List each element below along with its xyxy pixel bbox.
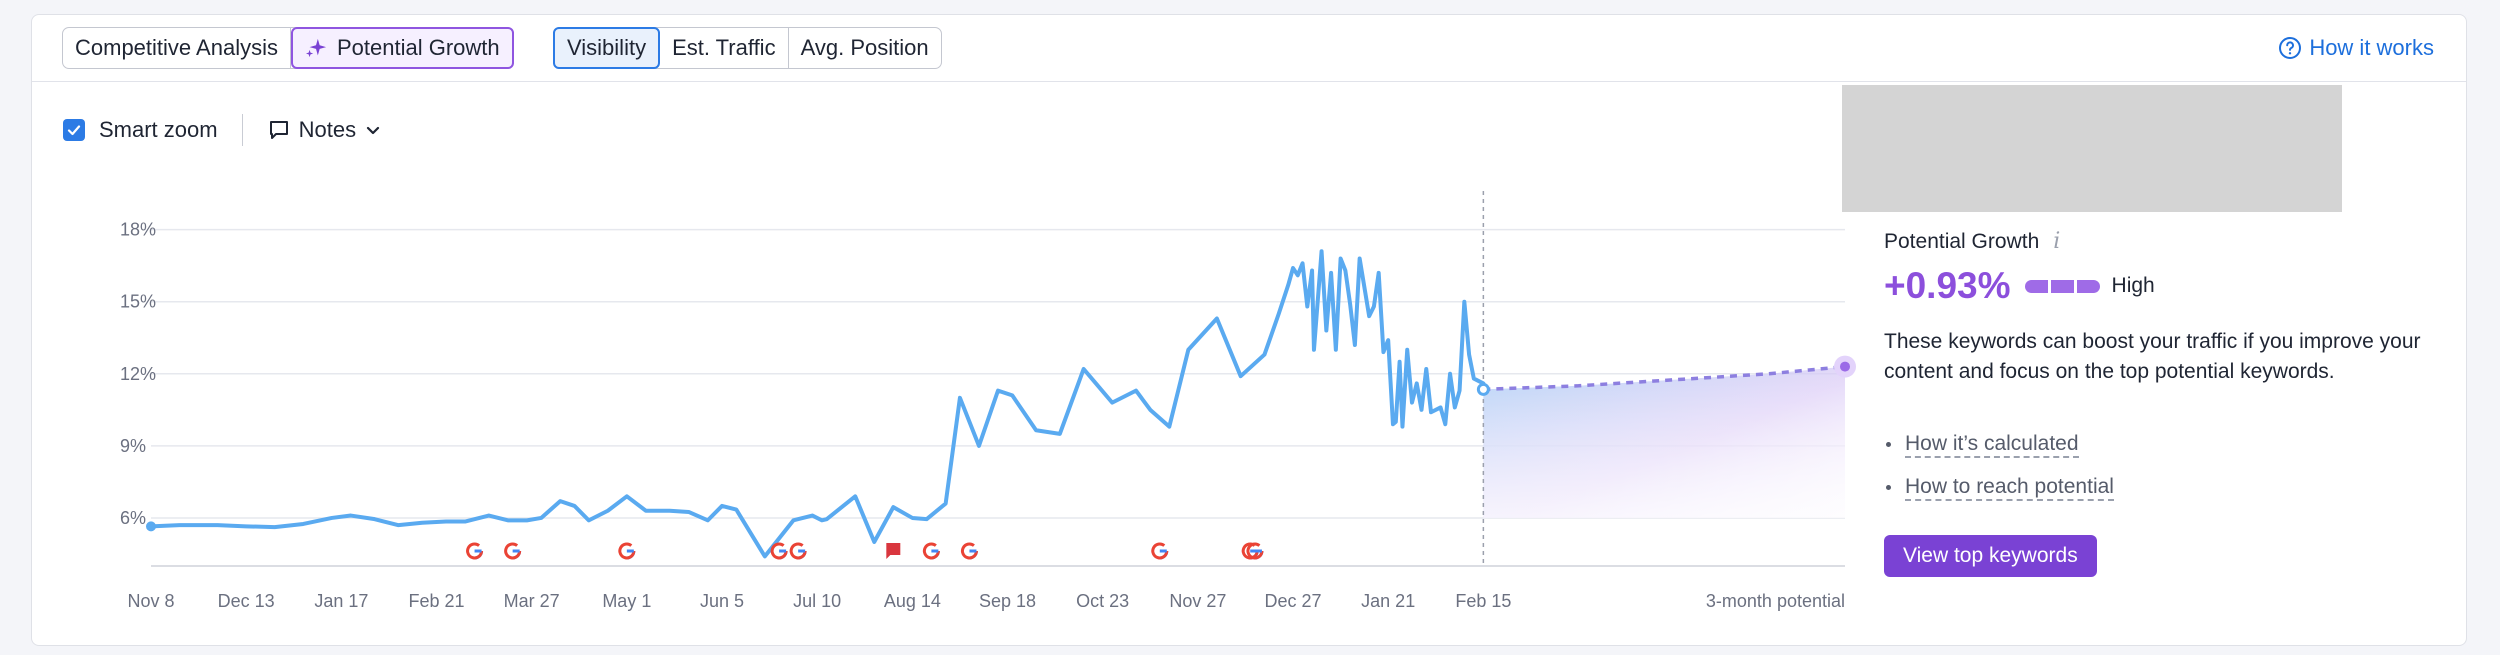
x-tick-label: May 1 bbox=[602, 591, 651, 611]
help-links: How it’s calculated How to reach potenti… bbox=[1884, 423, 2114, 509]
google-update-icon-arc bbox=[504, 542, 522, 560]
tab-est-traffic[interactable]: Est. Traffic bbox=[660, 28, 789, 68]
potential-growth-value-row: +0.93% High bbox=[1884, 265, 2155, 307]
potential-growth-title-row: Potential Growth i bbox=[1884, 229, 2060, 254]
tab-label: Visibility bbox=[567, 35, 647, 60]
google-update-icon-arc bbox=[961, 542, 978, 560]
x-tick-label: Dec 13 bbox=[218, 591, 275, 611]
info-icon[interactable]: i bbox=[2053, 229, 2061, 254]
x-tick-label: Nov 27 bbox=[1169, 591, 1226, 611]
notes-label: Notes bbox=[298, 117, 357, 142]
chevron-down-icon bbox=[366, 126, 380, 135]
google-update-icon-arc bbox=[466, 542, 484, 560]
image-placeholder bbox=[1842, 85, 2342, 212]
x-tick-label: Nov 8 bbox=[127, 591, 174, 611]
google-update-icon-arc bbox=[618, 542, 636, 560]
google-update-icon-arc bbox=[1151, 542, 1169, 560]
check-icon bbox=[67, 125, 81, 136]
series-start-point bbox=[146, 521, 156, 532]
tab-label: Competitive Analysis bbox=[75, 35, 278, 60]
google-update-icon-arc bbox=[1246, 542, 1264, 560]
google-update-icon-arc bbox=[922, 542, 940, 560]
how-calculated-link[interactable]: How it’s calculated bbox=[1884, 423, 2114, 466]
smart-zoom-label: Smart zoom bbox=[99, 117, 218, 142]
potential-area-fade bbox=[1483, 366, 1845, 518]
visibility-line bbox=[149, 249, 1486, 559]
view-switcher: Competitive Analysis Potential Growth bbox=[62, 27, 514, 69]
x-tick-label: Jun 5 bbox=[700, 591, 744, 611]
chart-controls: Smart zoom Notes bbox=[63, 113, 382, 147]
sparkle-icon bbox=[305, 38, 327, 58]
growth-level-label: High bbox=[2111, 274, 2155, 297]
bullet bbox=[1886, 442, 1891, 447]
x-tick-label: Sep 18 bbox=[979, 591, 1036, 611]
potential-growth-value: +0.93% bbox=[1884, 265, 2011, 306]
potential-growth-title: Potential Growth bbox=[1884, 229, 2040, 253]
y-tick-label: 18% bbox=[120, 220, 156, 240]
tab-competitive-analysis[interactable]: Competitive Analysis bbox=[63, 28, 291, 68]
how-to-reach-link[interactable]: How to reach potential bbox=[1884, 466, 2114, 509]
smart-zoom-checkbox[interactable] bbox=[63, 119, 85, 141]
potential-growth-card: Competitive Analysis Potential Growth Vi… bbox=[31, 14, 2467, 646]
link-label: How to reach potential bbox=[1905, 475, 2114, 501]
x-tick-label: Dec 27 bbox=[1264, 591, 1321, 611]
x-tick-label: Aug 14 bbox=[884, 591, 941, 611]
comment-icon bbox=[269, 121, 288, 139]
annotation-flag-icon bbox=[886, 543, 901, 559]
series-end-point bbox=[1476, 382, 1490, 396]
x-tick-label: Feb 21 bbox=[408, 591, 464, 611]
x-tick-label: Jul 10 bbox=[793, 591, 841, 611]
potential-growth-description: These keywords can boost your traffic if… bbox=[1884, 330, 2421, 383]
google-update-icon-arc bbox=[789, 542, 807, 560]
tab-potential-growth[interactable]: Potential Growth bbox=[290, 27, 514, 69]
y-tick-label: 15% bbox=[120, 292, 156, 312]
x-tick-label: Oct 23 bbox=[1076, 591, 1129, 611]
view-top-keywords-button[interactable]: View top keywords bbox=[1884, 535, 2097, 577]
metric-switcher: Visibility Est. Traffic Avg. Position bbox=[553, 27, 942, 69]
tab-label: Est. Traffic bbox=[672, 35, 776, 60]
tab-visibility[interactable]: Visibility bbox=[553, 27, 661, 69]
x-tick-label: Jan 17 bbox=[314, 591, 368, 611]
toolbar: Competitive Analysis Potential Growth Vi… bbox=[32, 15, 2466, 82]
how-it-works-link[interactable]: How it works bbox=[2278, 35, 2434, 61]
visibility-chart: 18% 15% 12% 9% 6% Nov 8 Dec 13 Jan 17 Feb 21 Mar … bbox=[120, 191, 1856, 611]
link-label: How it’s calculated bbox=[1905, 432, 2079, 458]
tab-label: Potential Growth bbox=[336, 35, 500, 60]
tab-label: Avg. Position bbox=[800, 35, 929, 60]
divider bbox=[241, 114, 243, 146]
y-tick-label: 12% bbox=[120, 364, 156, 384]
y-tick-label: 9% bbox=[120, 436, 146, 456]
tab-avg-position[interactable]: Avg. Position bbox=[789, 28, 941, 68]
notes-dropdown[interactable]: Notes bbox=[267, 117, 382, 143]
how-it-works-label: How it works bbox=[2309, 35, 2434, 60]
help-circle-icon bbox=[2279, 37, 2302, 59]
google-update-icon-arc bbox=[770, 542, 788, 560]
x-tick-label: Jan 21 bbox=[1361, 591, 1415, 611]
potential-axis-label: 3-month potential bbox=[1706, 591, 1845, 611]
y-tick-label: 6% bbox=[120, 508, 146, 528]
growth-level-meter bbox=[2024, 279, 2100, 293]
bullet bbox=[1886, 485, 1891, 490]
x-tick-label: Feb 15 bbox=[1455, 591, 1511, 611]
x-tick-label: Mar 27 bbox=[504, 591, 560, 611]
potential-end-point bbox=[1840, 361, 1850, 372]
